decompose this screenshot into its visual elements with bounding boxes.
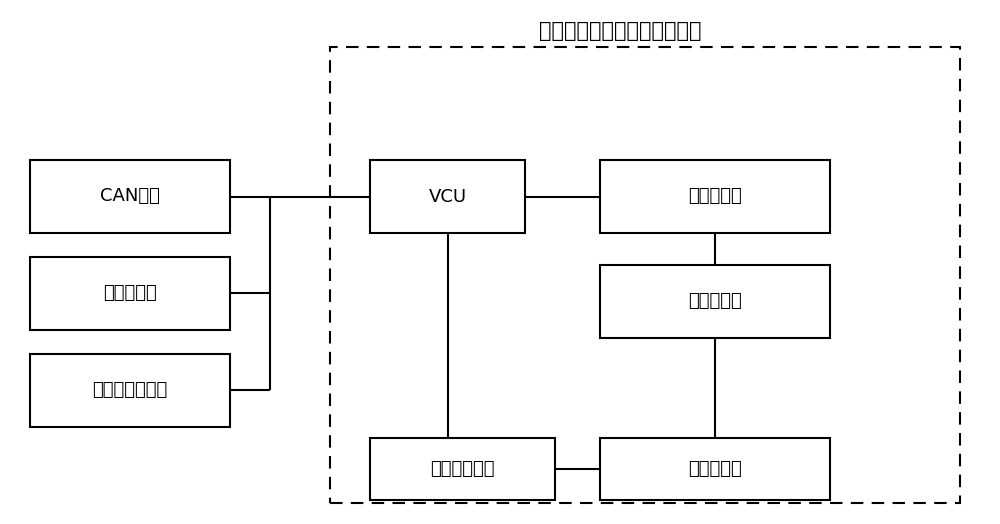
Bar (370, 160, 525, 233)
Text: 机械真空泵: 机械真空泵 (688, 292, 742, 310)
Bar (600, 438, 830, 500)
Bar (30, 160, 230, 233)
Text: 燃油发动机: 燃油发动机 (688, 188, 742, 205)
Bar (330, 47, 960, 503)
Text: CAN总线: CAN总线 (100, 188, 160, 205)
Bar (370, 438, 555, 500)
Bar (600, 265, 830, 338)
Text: 大气压力传感器: 大气压力传感器 (92, 381, 168, 399)
Text: 真空度传感器: 真空度传感器 (430, 460, 495, 478)
Bar (30, 257, 230, 330)
Bar (600, 160, 830, 233)
Text: 混合动力车用真空源控制系统: 混合动力车用真空源控制系统 (539, 21, 701, 41)
Text: 真空助力器: 真空助力器 (688, 460, 742, 478)
Bar (30, 354, 230, 427)
Text: VCU: VCU (428, 188, 467, 205)
Text: 制动灯开关: 制动灯开关 (103, 285, 157, 302)
